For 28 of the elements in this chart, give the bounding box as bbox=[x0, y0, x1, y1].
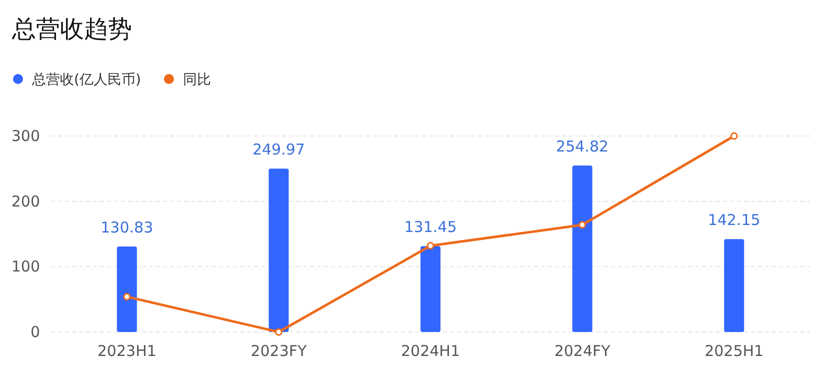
x-tick-label: 2023H1 bbox=[97, 342, 156, 360]
data-label: 130.83 bbox=[100, 218, 154, 237]
point bbox=[426, 242, 434, 250]
point bbox=[730, 132, 738, 140]
bar bbox=[724, 239, 744, 332]
y-tick-label: 200 bbox=[11, 192, 40, 210]
x-tick-label: 2024FY bbox=[554, 342, 612, 360]
legend-label: 同比 bbox=[182, 72, 211, 88]
data-label: 142.15 bbox=[708, 211, 760, 230]
chart-title: 总营收趋势 bbox=[11, 15, 132, 43]
point bbox=[123, 292, 131, 300]
bar bbox=[420, 246, 440, 332]
legend-item: 总营收(亿人民币) bbox=[13, 72, 141, 88]
point bbox=[578, 221, 586, 229]
y-tick-label: 300 bbox=[11, 127, 40, 145]
data-label: 131.45 bbox=[404, 218, 457, 236]
x-tick-label: 2025H1 bbox=[704, 342, 764, 360]
bar bbox=[268, 168, 289, 332]
y-tick-label: 100 bbox=[11, 258, 40, 276]
data-label: 249.97 bbox=[252, 140, 305, 159]
point bbox=[274, 328, 282, 336]
data-label: 254.82 bbox=[556, 138, 609, 156]
legend-item: 同比 bbox=[164, 72, 211, 88]
bar bbox=[572, 166, 592, 332]
bar bbox=[116, 246, 137, 332]
y-tick-label: 0 bbox=[30, 323, 40, 341]
x-tick-label: 2023FY bbox=[250, 342, 308, 360]
x-tick-label: 2024H1 bbox=[401, 342, 460, 360]
